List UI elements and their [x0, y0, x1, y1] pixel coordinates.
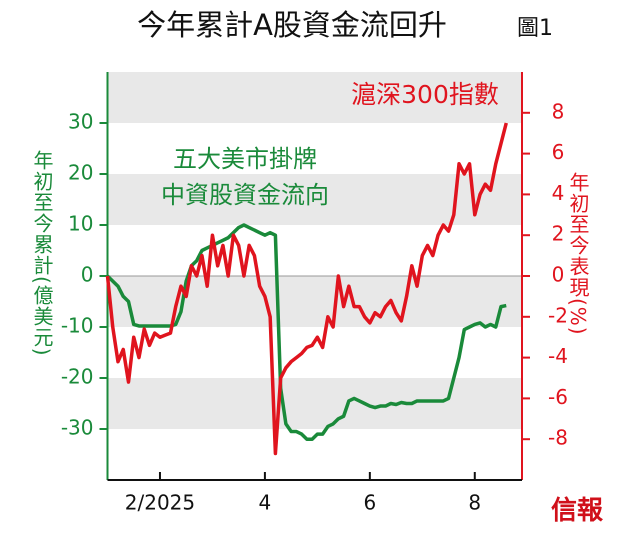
figure-label: 圖1: [517, 16, 553, 41]
x-tick-label: 6: [363, 491, 376, 515]
y2-tick-label: -8: [548, 426, 568, 450]
x-tick-label: 4: [259, 491, 272, 515]
series-line: [105, 122, 508, 456]
band: [107, 72, 522, 123]
source-logo: 信報: [551, 496, 604, 526]
y-axis-label: 年初至今累計(億美元): [30, 150, 54, 357]
x-tick-label: 8: [468, 491, 481, 515]
y2-tick-label: -4: [548, 344, 568, 368]
series-label: 中資股資金流向: [161, 181, 329, 209]
series-line: [106, 223, 507, 441]
y-tick-label: -10: [61, 314, 94, 338]
band: [107, 276, 522, 327]
x-tick-label: 2/2025: [125, 491, 195, 515]
y-tick-label: -20: [61, 365, 94, 389]
y-tick-label: -30: [61, 416, 94, 440]
y2-tick-label: 0: [552, 263, 565, 287]
y2-tick-label: -6: [548, 385, 568, 409]
y2-tick-label: 2: [552, 222, 565, 246]
y2-tick-label: 4: [552, 181, 565, 205]
chart-title: 今年累計A股資金流回升: [137, 8, 447, 42]
y2-axis-label: 年初至今表現(%): [566, 172, 590, 336]
y2-tick-label: -2: [548, 303, 568, 327]
series-label: 滬深300指數: [351, 80, 499, 109]
y-tick-label: 30: [68, 110, 93, 134]
y-tick-label: 20: [68, 161, 93, 185]
y2-tick-label: 6: [552, 140, 565, 164]
series-label: 五大美市掛牌: [173, 145, 317, 173]
y2-tick-label: 8: [552, 99, 565, 123]
y-tick-label: 10: [68, 212, 93, 236]
band: [107, 378, 522, 429]
y-tick-label: 0: [81, 263, 94, 287]
